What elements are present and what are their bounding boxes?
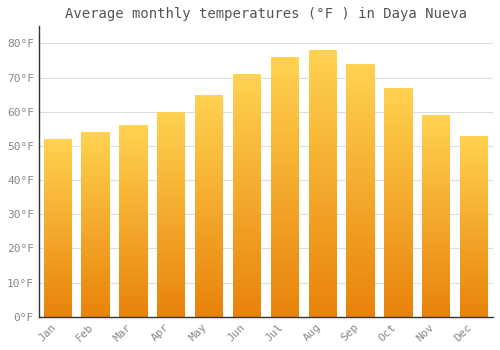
Title: Average monthly temperatures (°F ) in Daya Nueva: Average monthly temperatures (°F ) in Da… [65, 7, 467, 21]
